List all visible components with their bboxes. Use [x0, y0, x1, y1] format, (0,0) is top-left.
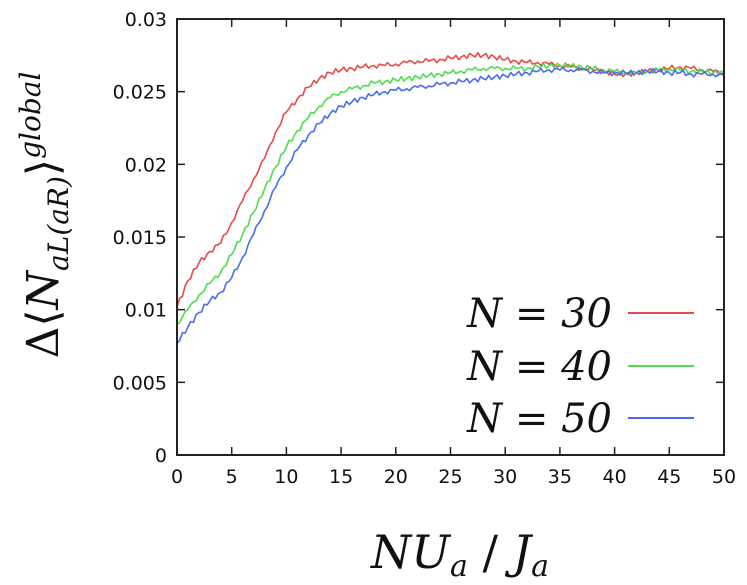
y-tick-label: 0.005 [113, 372, 167, 394]
y-axis-label: Δ⟨NaL(aR)⟩global [14, 72, 75, 359]
x-tick-label: 15 [329, 466, 353, 488]
x-tick-label: 10 [274, 466, 298, 488]
series-layer [176, 51, 725, 344]
legend-label: N = 40 [466, 344, 612, 390]
x-tick-label: 5 [226, 466, 238, 488]
series-line-n-50 [176, 66, 725, 344]
y-tick-label: 0.02 [125, 154, 167, 176]
x-tick-label: 0 [171, 466, 183, 488]
x-tick-label: 30 [493, 466, 517, 488]
series-line-n-40 [176, 62, 725, 325]
x-tick-label: 25 [438, 466, 462, 488]
svg-text:Δ⟨NaL(aR)⟩global: Δ⟨NaL(aR)⟩global [14, 72, 75, 359]
legend: N = 30 N = 40 N = 50 [466, 291, 694, 442]
y-tick-label: 0.015 [113, 227, 167, 249]
legend-label: N = 30 [466, 291, 612, 337]
ticks-layer: 0 5 10 15 20 25 30 35 40 45 50 0 0.005 0.01 0.015 0.02 0… [113, 9, 737, 488]
y-tick-label: 0.025 [113, 82, 167, 104]
legend-label: N = 50 [466, 396, 612, 442]
y-tick-label: 0.01 [125, 300, 167, 322]
x-tick-label: 50 [712, 466, 736, 488]
x-tick-label: 40 [603, 466, 627, 488]
x-tick-label: 35 [548, 466, 572, 488]
x-tick-label: 20 [384, 466, 408, 488]
x-tick-label: 45 [657, 466, 681, 488]
series-line-n-30 [176, 51, 725, 308]
x-axis-label: NUa / Ja [370, 525, 549, 580]
y-tick-label: 0.03 [125, 9, 167, 31]
plot-frame [176, 18, 725, 456]
y-tick-label: 0 [155, 445, 167, 467]
